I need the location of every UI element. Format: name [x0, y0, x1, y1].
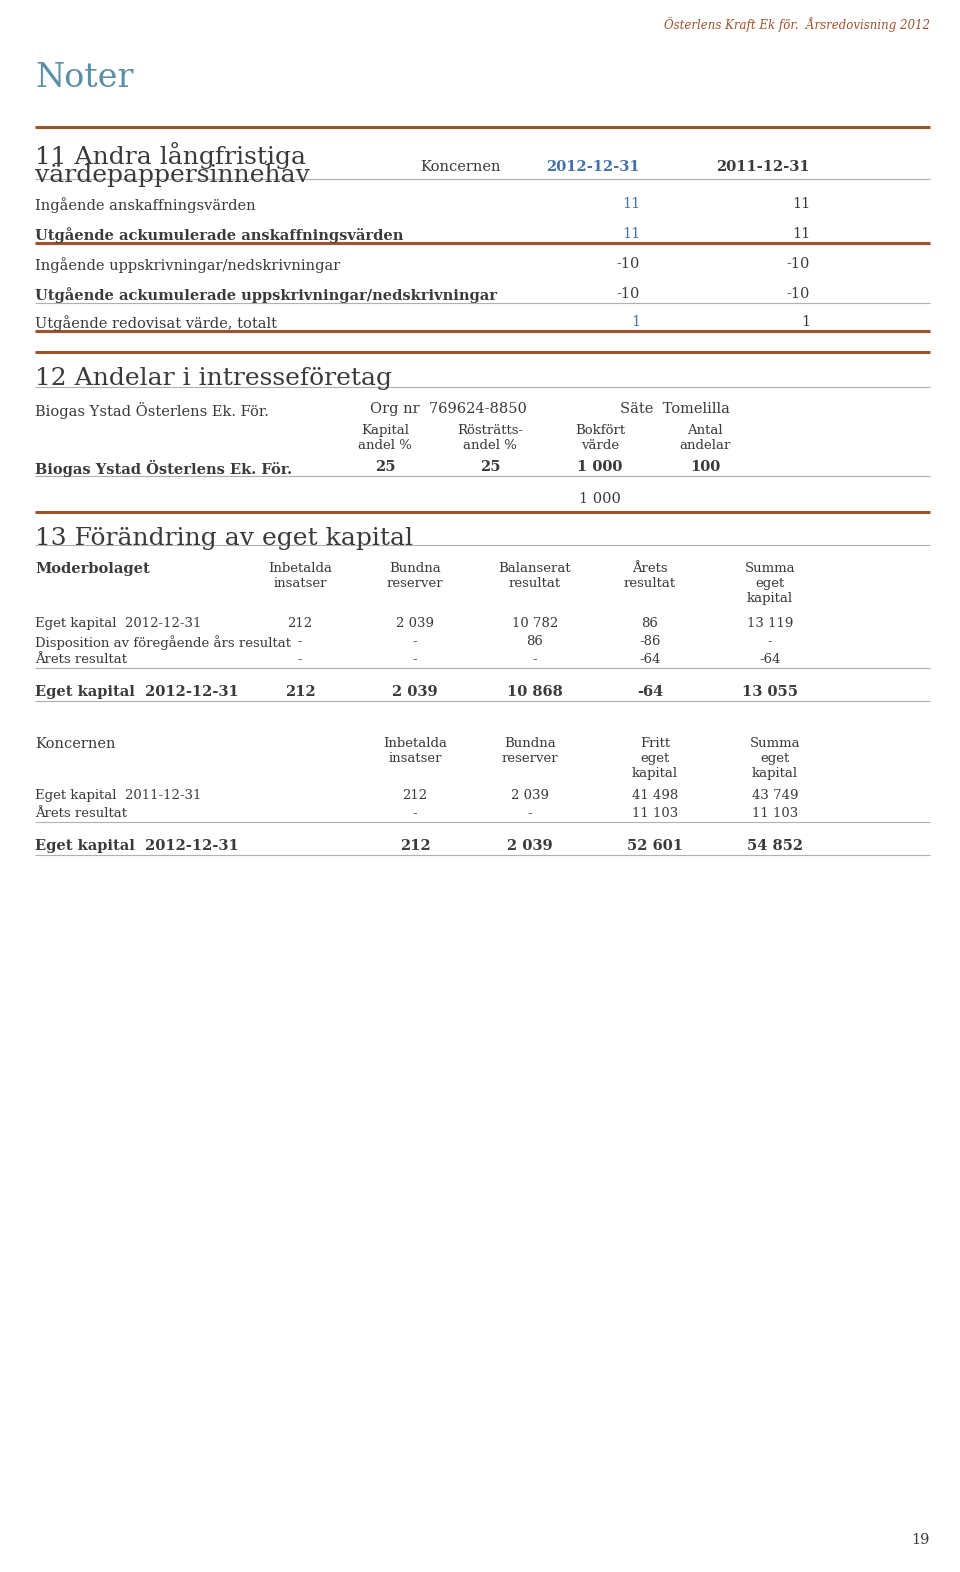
- Text: Eget kapital  2012-12-31: Eget kapital 2012-12-31: [35, 685, 239, 700]
- Text: Årets resultat: Årets resultat: [35, 806, 127, 821]
- Text: -: -: [298, 652, 302, 667]
- Text: 13 119: 13 119: [747, 616, 793, 630]
- Text: 1: 1: [631, 314, 640, 329]
- Text: Org nr  769624-8850: Org nr 769624-8850: [370, 402, 527, 417]
- Text: -86: -86: [639, 635, 660, 648]
- Text: 212: 212: [284, 685, 316, 700]
- Text: 19: 19: [912, 1533, 930, 1547]
- Text: 212: 212: [399, 839, 430, 854]
- Text: värdepappersinnehav: värdepappersinnehav: [35, 163, 310, 187]
- Text: 100: 100: [690, 461, 720, 475]
- Text: 13 Förändring av eget kapital: 13 Förändring av eget kapital: [35, 527, 413, 550]
- Text: 13 055: 13 055: [742, 685, 798, 700]
- Text: -: -: [298, 635, 302, 648]
- Text: Eget kapital  2011-12-31: Eget kapital 2011-12-31: [35, 789, 202, 802]
- Text: 1 000: 1 000: [579, 492, 621, 506]
- Text: -10: -10: [786, 256, 810, 270]
- Text: 11 103: 11 103: [752, 806, 798, 821]
- Text: 25: 25: [374, 461, 396, 475]
- Text: Disposition av föregående års resultat: Disposition av föregående års resultat: [35, 635, 291, 649]
- Text: Rösträtts-
andel %: Rösträtts- andel %: [457, 424, 523, 453]
- Text: 52 601: 52 601: [627, 839, 683, 854]
- Text: 54 852: 54 852: [747, 839, 804, 854]
- Text: 11: 11: [792, 226, 810, 241]
- Text: Fritt
eget
kapital: Fritt eget kapital: [632, 737, 678, 780]
- Text: Koncernen: Koncernen: [420, 160, 500, 174]
- Text: 11: 11: [622, 226, 640, 241]
- Text: -: -: [768, 635, 772, 648]
- Text: 2011-12-31: 2011-12-31: [716, 160, 810, 174]
- Text: -64: -64: [759, 652, 780, 667]
- Text: Inbetalda
insatser: Inbetalda insatser: [268, 563, 332, 590]
- Text: 11 Andra långfristiga: 11 Andra långfristiga: [35, 141, 306, 168]
- Text: 2012-12-31: 2012-12-31: [546, 160, 640, 174]
- Text: -10: -10: [616, 256, 640, 270]
- Text: 1 000: 1 000: [577, 461, 623, 475]
- Text: Eget kapital  2012-12-31: Eget kapital 2012-12-31: [35, 616, 202, 630]
- Text: 1: 1: [801, 314, 810, 329]
- Text: 12 Andelar i intresseföretag: 12 Andelar i intresseföretag: [35, 366, 392, 390]
- Text: -: -: [413, 635, 418, 648]
- Text: 2 039: 2 039: [511, 789, 549, 802]
- Text: -10: -10: [786, 288, 810, 300]
- Text: Antal
andelar: Antal andelar: [680, 424, 731, 453]
- Text: -10: -10: [616, 288, 640, 300]
- Text: -64: -64: [636, 685, 663, 700]
- Text: Noter: Noter: [35, 61, 133, 94]
- Text: -: -: [413, 652, 418, 667]
- Text: 43 749: 43 749: [752, 789, 799, 802]
- Text: Bokfört
värde: Bokfört värde: [575, 424, 625, 453]
- Text: Kapital
andel %: Kapital andel %: [358, 424, 412, 453]
- Text: Balanserat
resultat: Balanserat resultat: [498, 563, 571, 590]
- Text: Ingående uppskrivningar/nedskrivningar: Ingående uppskrivningar/nedskrivningar: [35, 256, 340, 274]
- Text: -: -: [528, 806, 532, 821]
- Text: Utgående ackumulerade uppskrivningar/nedskrivningar: Utgående ackumulerade uppskrivningar/ned…: [35, 288, 497, 303]
- Text: Säte  Tomelilla: Säte Tomelilla: [620, 402, 730, 417]
- Text: Eget kapital  2012-12-31: Eget kapital 2012-12-31: [35, 839, 239, 854]
- Text: 212: 212: [287, 616, 313, 630]
- Text: Utgående redovisat värde, totalt: Utgående redovisat värde, totalt: [35, 314, 277, 330]
- Text: -64: -64: [639, 652, 660, 667]
- Text: 86: 86: [641, 616, 659, 630]
- Text: 2 039: 2 039: [393, 685, 438, 700]
- Text: 25: 25: [480, 461, 500, 475]
- Text: 41 498: 41 498: [632, 789, 678, 802]
- Text: 11: 11: [622, 196, 640, 211]
- Text: 10 868: 10 868: [507, 685, 563, 700]
- Text: Koncernen: Koncernen: [35, 737, 115, 751]
- Text: Summa
eget
kapital: Summa eget kapital: [750, 737, 801, 780]
- Text: Moderbolaget: Moderbolaget: [35, 563, 150, 575]
- Text: Österlens Kraft Ek för.  Årsredovisning 2012: Österlens Kraft Ek för. Årsredovisning 2…: [664, 17, 930, 31]
- Text: Biogas Ystad Österlens Ek. För.: Biogas Ystad Österlens Ek. För.: [35, 461, 292, 478]
- Text: Inbetalda
insatser: Inbetalda insatser: [383, 737, 447, 766]
- Text: Bundna
reserver: Bundna reserver: [387, 563, 444, 590]
- Text: -: -: [533, 652, 538, 667]
- Text: Årets resultat: Årets resultat: [35, 652, 127, 667]
- Text: 2 039: 2 039: [396, 616, 434, 630]
- Text: Ingående anskaffningsvärden: Ingående anskaffningsvärden: [35, 196, 255, 212]
- Text: 11 103: 11 103: [632, 806, 678, 821]
- Text: Summa
eget
kapital: Summa eget kapital: [745, 563, 795, 605]
- Text: 11: 11: [792, 196, 810, 211]
- Text: 86: 86: [527, 635, 543, 648]
- Text: 10 782: 10 782: [512, 616, 558, 630]
- Text: Årets
resultat: Årets resultat: [624, 563, 676, 590]
- Text: -: -: [413, 806, 418, 821]
- Text: 212: 212: [402, 789, 427, 802]
- Text: Bundna
reserver: Bundna reserver: [502, 737, 559, 766]
- Text: Biogas Ystad Österlens Ek. För.: Biogas Ystad Österlens Ek. För.: [35, 402, 269, 420]
- Text: Utgående ackumulerade anskaffningsvärden: Utgående ackumulerade anskaffningsvärden: [35, 226, 403, 244]
- Text: 2 039: 2 039: [507, 839, 553, 854]
